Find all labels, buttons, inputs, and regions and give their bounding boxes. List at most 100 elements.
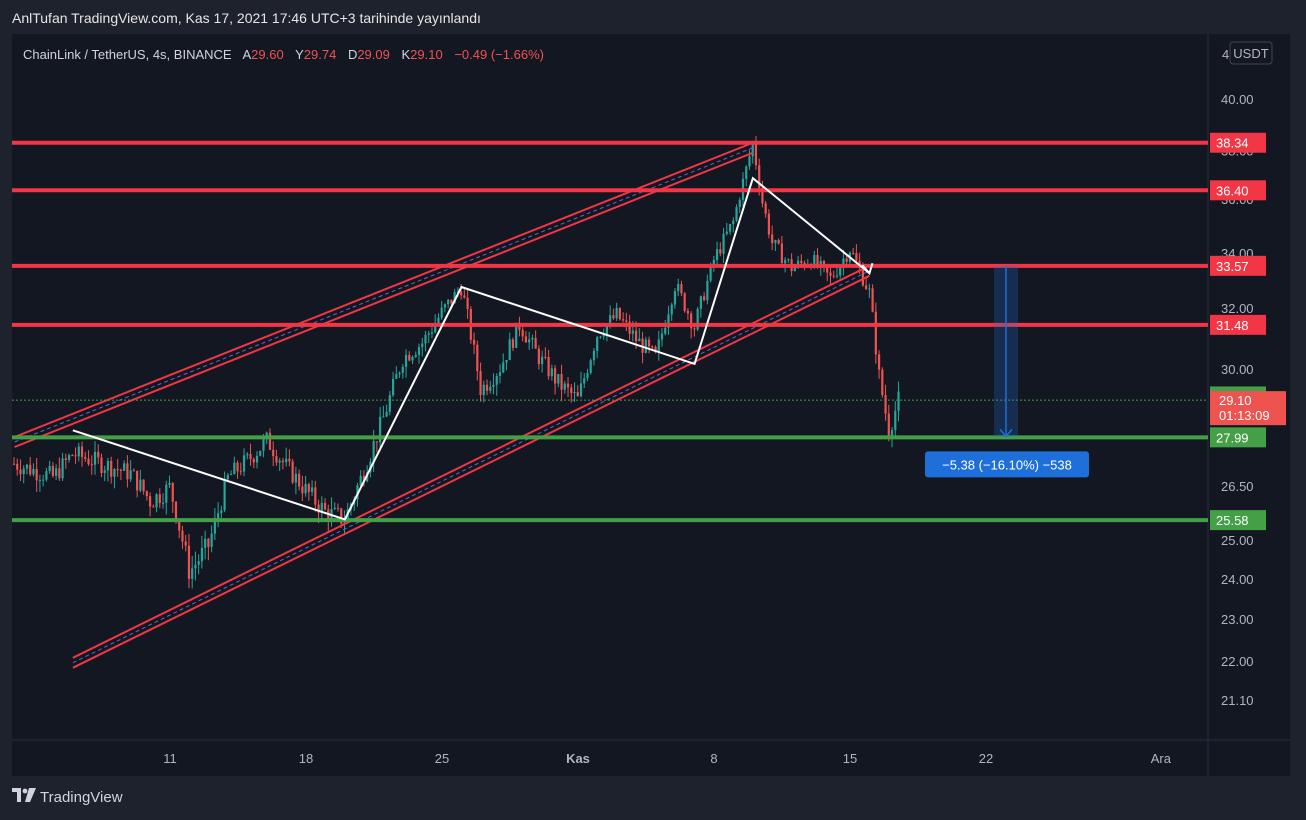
candle-up — [709, 264, 712, 281]
candle-up — [712, 259, 715, 265]
candle-down — [327, 509, 330, 522]
candle-up — [430, 332, 434, 334]
candle-up — [784, 259, 787, 264]
ohlc-legend: ChainLink / TetherUS, 4s, BINANCE A29.60… — [23, 47, 544, 62]
level-tag-31.48: 31.48 — [1210, 314, 1266, 335]
plot-area[interactable] — [12, 34, 1208, 740]
measure-label[interactable]: −5.38 (−16.10%) −538 — [925, 451, 1089, 478]
candle-up — [728, 224, 732, 232]
candle-down — [877, 354, 881, 370]
candle-down — [239, 471, 242, 473]
measure-label-box — [925, 451, 1089, 478]
candle-down — [178, 521, 181, 531]
candle-up — [890, 430, 894, 438]
candle-down — [777, 240, 780, 244]
candle-down — [693, 328, 696, 330]
candle-down — [553, 368, 557, 384]
level-tag-25.58-text: 25.58 — [1216, 513, 1249, 528]
y-tick-label: 25.00 — [1221, 533, 1254, 548]
candle-down — [375, 441, 378, 443]
candle-up — [55, 468, 58, 476]
last-price-countdown: 01:13:09 — [1219, 408, 1270, 423]
candle-up — [333, 507, 336, 509]
candle-down — [816, 255, 819, 267]
candle-up — [398, 372, 401, 375]
candle-down — [884, 395, 887, 414]
candle-down — [622, 319, 625, 321]
candle-up — [285, 458, 288, 463]
candle-up — [226, 474, 229, 480]
candle-down — [826, 265, 829, 273]
close-label: K — [402, 47, 411, 62]
candle-up — [505, 360, 508, 363]
candle-down — [780, 243, 783, 264]
candle-up — [563, 383, 566, 390]
candle-up — [573, 392, 576, 394]
time-axis-area[interactable] — [12, 740, 1208, 776]
chart-frame[interactable]: −5.38 (−16.10%) −538 40.0038.0036.0034.0… — [12, 34, 1290, 776]
x-tick-label: 8 — [710, 751, 717, 766]
currency-button[interactable]: USDT — [1229, 41, 1273, 65]
price-tags: 38.3436.4033.5731.4827.9925.5829.2129.10… — [1210, 132, 1286, 531]
candle-down — [171, 482, 174, 502]
candle-up — [502, 362, 505, 373]
open-value: 29.60 — [251, 47, 284, 62]
candle-up — [278, 460, 281, 463]
tradingview-logo[interactable]: TradingView — [12, 788, 123, 806]
candle-up — [774, 240, 777, 244]
candle-down — [174, 501, 178, 522]
candle-up — [388, 395, 391, 412]
candle-down — [764, 203, 767, 214]
candle-down — [291, 461, 294, 483]
candles-layer — [12, 135, 900, 589]
level-tag-27.99: 27.99 — [1210, 427, 1266, 448]
candle-down — [761, 187, 764, 204]
candle-up — [550, 368, 553, 377]
candle-up — [706, 280, 709, 301]
candle-down — [466, 297, 469, 310]
last-price-value: 29.10 — [1219, 393, 1252, 408]
candle-down — [647, 339, 651, 347]
candle-up — [139, 479, 142, 491]
candle-up — [699, 296, 702, 309]
candle-up — [508, 339, 511, 361]
candle-up — [787, 259, 790, 261]
candle-down — [476, 344, 479, 372]
candle-down — [119, 469, 123, 471]
level-tag-27.99-box — [1210, 427, 1266, 448]
candle-down — [90, 464, 93, 466]
candle-down — [148, 496, 152, 507]
measure-layer: −5.38 (−16.10%) −538 — [925, 265, 1089, 478]
candle-down — [288, 458, 291, 462]
candle-down — [249, 454, 252, 460]
candle-up — [346, 509, 349, 523]
candle-down — [187, 545, 191, 579]
candle-up — [453, 291, 456, 304]
y-tick-label: 24.00 — [1221, 572, 1254, 587]
x-tick-label: Kas — [566, 751, 590, 766]
candle-up — [839, 266, 842, 276]
candle-down — [236, 462, 239, 472]
candle-up — [748, 156, 751, 167]
candle-up — [813, 255, 816, 268]
candle-up — [498, 372, 502, 376]
candle-down — [690, 313, 693, 329]
candle-down — [97, 451, 100, 458]
x-tick-label: Ara — [1151, 751, 1172, 766]
candle-up — [589, 360, 592, 373]
candle-up — [210, 533, 213, 547]
candle-down — [58, 468, 61, 479]
candle-down — [336, 507, 340, 509]
candle-up — [233, 462, 236, 475]
low-value: 29.09 — [357, 47, 390, 62]
y-tick-label: 22.00 — [1221, 654, 1254, 669]
candle-up — [447, 299, 450, 305]
candle-down — [544, 356, 547, 358]
candle-up — [421, 343, 424, 347]
candle-down — [576, 392, 579, 397]
candle-down — [625, 320, 628, 322]
candle-down — [537, 348, 540, 365]
candle-down — [865, 285, 868, 289]
candle-down — [822, 260, 826, 266]
candle-up — [673, 291, 677, 305]
